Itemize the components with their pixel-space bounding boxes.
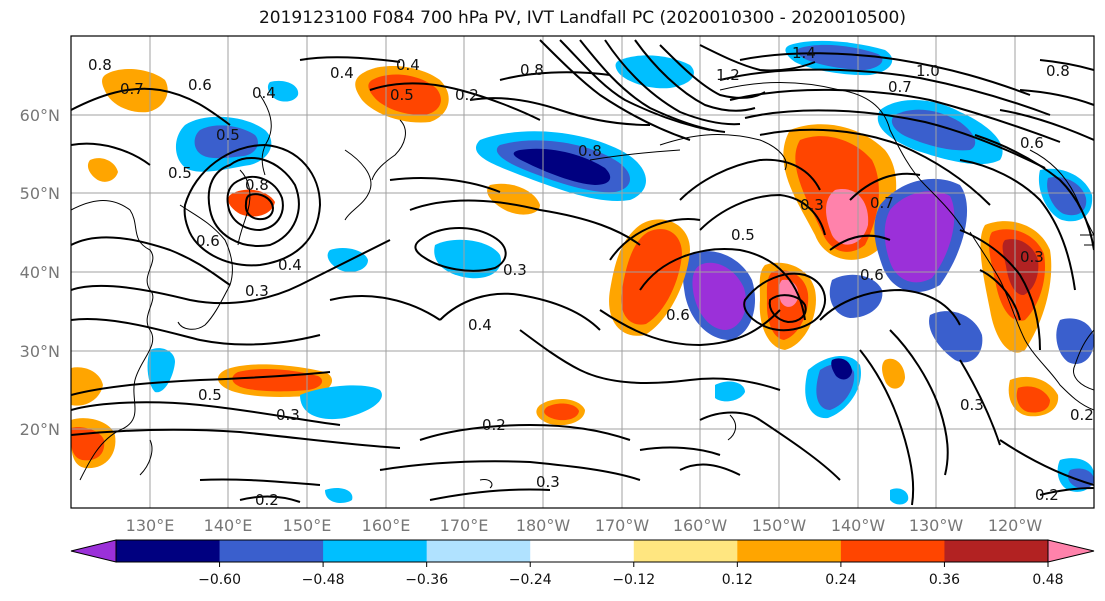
colorbar-tick-label: −0.36 (405, 572, 448, 588)
colorbar-left-arrow (70, 539, 117, 563)
contour-label: 0.3 (1020, 248, 1044, 266)
contour-label: 0.3 (800, 196, 824, 214)
lon-label: 160°E (362, 516, 411, 535)
contour-label: 0.3 (536, 473, 560, 491)
colorbar-segments (115, 539, 1049, 563)
lon-label: 140°W (831, 516, 886, 535)
contour-label: 0.7 (888, 78, 912, 96)
contour-label: 0.6 (666, 306, 690, 324)
contour-label: 0.2 (1035, 486, 1059, 504)
negative-anomaly-aleutian-trough (475, 131, 647, 201)
colorbar-tick-label: 0.12 (722, 572, 753, 588)
contour-label: 0.6 (860, 266, 884, 284)
colorbar-tick-label: −0.12 (612, 572, 655, 588)
lon-label: 150°E (283, 516, 332, 535)
colorbar-segment (840, 540, 945, 562)
contour-label: 0.3 (503, 261, 527, 279)
lat-label: 20°N (20, 420, 60, 439)
contour-label: 0.8 (578, 142, 602, 160)
contour-label: 0.6 (188, 76, 212, 94)
contour-label: 0.2 (482, 416, 506, 434)
colorbar-segment (530, 540, 635, 562)
lat-label: 60°N (20, 106, 60, 125)
colorbar-ticks: −0.60 −0.48 −0.36 −0.24 −0.12 0.12 0.24 0.36 0.4… (198, 562, 1064, 588)
lon-label: 170°W (595, 516, 650, 535)
contour-label: 0.6 (196, 232, 220, 250)
contour-label: 0.8 (1046, 62, 1070, 80)
lon-label: 130°E (126, 516, 175, 535)
map-plot-area: 0.8 0.7 0.6 0.4 0.5 0.5 0.8 0.6 0.4 0.3 … (71, 36, 1094, 509)
contour-label: 0.5 (390, 86, 414, 104)
contour-label: 0.8 (520, 61, 544, 79)
colorbar-tick-label: 0.48 (1032, 572, 1063, 588)
lat-label: 50°N (20, 184, 60, 203)
contour-label: 0.8 (88, 56, 112, 74)
contour-label: 0.3 (245, 282, 269, 300)
contour-label: 0.5 (168, 164, 192, 182)
lon-label: 120°W (988, 516, 1043, 535)
contour-label: 0.5 (216, 126, 240, 144)
lat-label: 30°N (20, 342, 60, 361)
contour-label: 1.2 (716, 66, 740, 84)
colorbar-tick-label: −0.24 (509, 572, 552, 588)
negative-anomaly-misc (267, 40, 1094, 505)
contour-label: 0.3 (960, 396, 984, 414)
colorbar: −0.60 −0.48 −0.36 −0.24 −0.12 0.12 0.24 0.36 0.4… (70, 539, 1095, 588)
negative-anomaly-central-pacific (682, 251, 756, 340)
pv-contours (71, 39, 1094, 506)
colorbar-segment (219, 540, 324, 562)
contour-label: 0.5 (731, 226, 755, 244)
colorbar-tick-label: 0.24 (825, 572, 856, 588)
contour-label: 0.4 (396, 56, 420, 74)
lat-label: 40°N (20, 263, 60, 282)
colorbar-tick-label: 0.36 (929, 572, 960, 588)
longitude-axis: 130°E 140°E 150°E 160°E 170°E 180°W 170°… (126, 516, 1043, 535)
map-frame (70, 35, 1095, 509)
lon-label: 130°W (909, 516, 964, 535)
contour-label: 1.0 (916, 62, 940, 80)
contour-label: 0.4 (252, 84, 276, 102)
contour-label: 0.4 (468, 316, 492, 334)
contour-labels: 0.8 0.7 0.6 0.4 0.5 0.5 0.8 0.6 0.4 0.3 … (88, 44, 1094, 509)
latitude-axis: 60°N 50°N 40°N 30°N 20°N (20, 106, 60, 439)
colorbar-segment (426, 540, 531, 562)
contour-label: 0.7 (120, 80, 144, 98)
colorbar-segment (116, 540, 221, 562)
colorbar-segment (633, 540, 738, 562)
contour-label: 0.7 (870, 194, 894, 212)
contour-label: 0.2 (255, 491, 279, 509)
colorbar-segment (737, 540, 842, 562)
colorbar-tick-label: −0.60 (198, 572, 241, 588)
contour-label: 0.5 (198, 386, 222, 404)
contour-label: 0.2 (455, 86, 479, 104)
contour-label: 0.4 (330, 64, 354, 82)
positive-anomaly-okhotsk (102, 68, 168, 113)
lon-label: 180°W (516, 516, 571, 535)
colorbar-tick-label: −0.48 (302, 572, 345, 588)
colorbar-segment (944, 540, 1049, 562)
lon-label: 140°E (204, 516, 253, 535)
colorbar-segment (323, 540, 428, 562)
coastlines (71, 82, 1094, 489)
contour-label: 0.3 (276, 406, 300, 424)
contour-label: 0.2 (1070, 406, 1094, 424)
contour-label: 0.6 (1020, 134, 1044, 152)
map-title: 2019123100 F084 700 hPa PV, IVT Landfall… (258, 8, 906, 28)
contour-label: 0.8 (245, 176, 269, 194)
contour-label: 1.4 (792, 44, 816, 62)
lon-label: 150°W (752, 516, 807, 535)
colorbar-right-arrow (1047, 539, 1095, 563)
lon-label: 170°E (440, 516, 489, 535)
contour-label: 0.4 (278, 256, 302, 274)
lon-label: 160°W (673, 516, 728, 535)
negative-anomaly-bc-coast (874, 178, 968, 293)
